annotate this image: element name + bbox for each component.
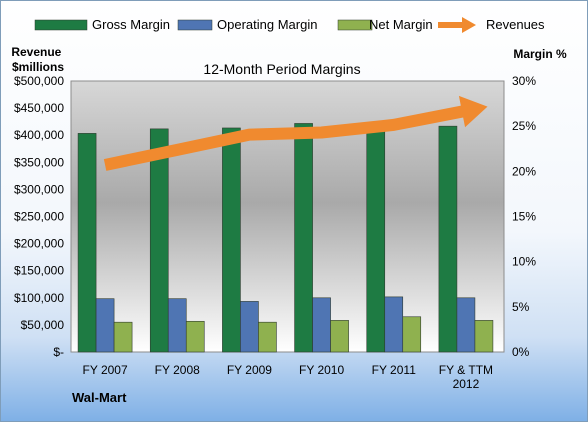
legend-net-margin-swatch xyxy=(337,19,373,31)
legend: Gross Margin Operating Margin Net Margin Re… xyxy=(34,17,545,33)
left-axis-ticks: $- $50,000 $100,000 $150,000 $200,000 $250,00… xyxy=(14,74,64,359)
x-tick-label-line: FY 2007 xyxy=(83,363,128,377)
x-tick-label: FY 2007 xyxy=(83,363,128,377)
bar-net-margin xyxy=(113,321,133,353)
bar-gross-margin xyxy=(294,123,313,353)
left-tick-label: $500,000 xyxy=(14,74,64,88)
revenue-arrow-head xyxy=(458,95,488,128)
x-tick-label-line: FY 2009 xyxy=(227,363,272,377)
right-tick-label: 20% xyxy=(512,164,536,178)
bar-operating-margin xyxy=(240,301,259,353)
bar-net-margin xyxy=(330,320,349,353)
left-tick-label: $200,000 xyxy=(14,237,64,251)
legend-net-margin-label: Net Margin xyxy=(369,17,433,32)
bar-gross-margin xyxy=(77,133,97,353)
left-tick-label: $250,000 xyxy=(14,210,64,224)
revenue-arrow-shaft xyxy=(103,104,470,171)
bar-gross-margin xyxy=(366,124,386,353)
left-tick-label: $- xyxy=(53,345,64,359)
plot-area xyxy=(70,80,505,353)
company-label: Wal-Mart xyxy=(72,390,127,405)
x-tick-label-line: FY 2008 xyxy=(155,363,200,377)
x-tick-label-line: FY & TTM xyxy=(439,363,493,377)
revenue-arrow xyxy=(103,95,488,171)
legend-gross-margin-label: Gross Margin xyxy=(92,17,170,32)
bar-operating-margin xyxy=(384,296,404,353)
left-axis-label-line-1: Revenue xyxy=(11,45,61,59)
legend-gross-margin-swatch xyxy=(34,19,88,31)
legend-operating-margin-swatch xyxy=(177,19,213,31)
chart-title: 12-Month Period Margins xyxy=(203,61,360,77)
right-axis-label: Margin % xyxy=(513,47,567,61)
right-tick-label: 30% xyxy=(512,74,536,88)
bar-net-margin xyxy=(402,316,422,353)
bar-gross-margin xyxy=(438,125,458,353)
x-tick-label: FY 2008 xyxy=(155,363,200,377)
bar-operating-margin xyxy=(167,298,187,353)
left-tick-label: $300,000 xyxy=(14,182,64,196)
x-axis-labels: FY 2007 FY 2008 FY 2009 FY 2010 FY 2011 FY & … xyxy=(83,363,494,391)
legend-operating-margin-label: Operating Margin xyxy=(217,17,317,32)
right-tick-label: 25% xyxy=(512,119,536,133)
legend-revenues-label: Revenues xyxy=(486,17,545,32)
bar-gross-margin xyxy=(222,127,241,353)
bar-net-margin xyxy=(258,321,277,353)
x-tick-label-line: FY 2011 xyxy=(372,363,417,377)
bar-operating-margin xyxy=(312,297,331,353)
left-axis-label: Revenue $millions xyxy=(11,45,64,74)
x-tick-label-line: 2012 xyxy=(453,377,480,391)
bar-net-margin xyxy=(474,320,494,353)
right-axis-ticks: 0% 5% 10% 15% 20% 25% 30% xyxy=(512,74,536,359)
left-tick-label: $100,000 xyxy=(14,291,64,305)
right-tick-label: 5% xyxy=(512,300,530,314)
right-tick-label: 10% xyxy=(512,255,536,269)
x-tick-label-line: FY 2010 xyxy=(299,363,344,377)
left-axis-label-line-2: $millions xyxy=(12,60,64,74)
bar-gross-margin xyxy=(149,128,169,353)
left-tick-label: $50,000 xyxy=(21,318,65,332)
left-tick-label: $400,000 xyxy=(14,128,64,142)
right-tick-label: 0% xyxy=(512,345,530,359)
bars xyxy=(77,123,494,353)
bar-operating-margin xyxy=(95,298,115,353)
left-tick-label: $150,000 xyxy=(14,264,64,278)
right-tick-label: 15% xyxy=(512,210,536,224)
legend-revenues-swatch-head xyxy=(462,17,476,33)
x-tick-label: FY 2009 xyxy=(227,363,272,377)
left-tick-label: $350,000 xyxy=(14,155,64,169)
bar-net-margin xyxy=(185,320,205,353)
x-tick-label: FY & TTM 2012 xyxy=(439,363,493,391)
x-tick-label: FY 2011 xyxy=(372,363,417,377)
left-tick-label: $450,000 xyxy=(14,101,64,115)
bar-operating-margin xyxy=(456,297,476,353)
x-tick-label: FY 2010 xyxy=(299,363,344,377)
